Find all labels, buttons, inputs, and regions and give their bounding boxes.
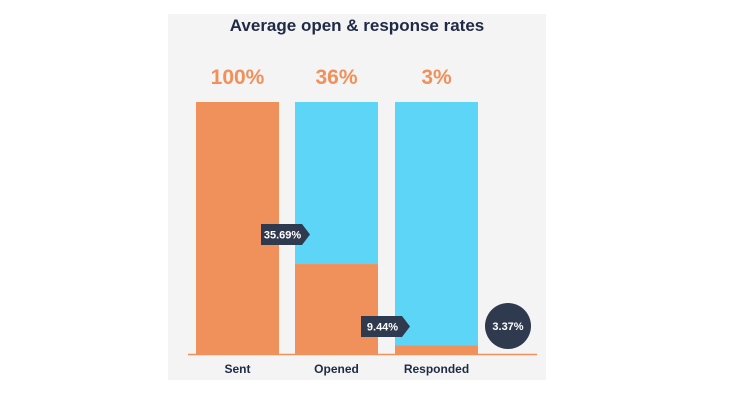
top-percent-responded: 3% [421, 66, 452, 89]
bar-opened [295, 264, 378, 354]
category-label-opened: Opened [314, 362, 359, 376]
bar-responded [395, 345, 478, 354]
bar-remainder-responded [395, 102, 478, 346]
conversion-arrows-group: 35.69% 9.44% [261, 224, 410, 337]
bars-group [196, 102, 478, 354]
overall-rate-group: 3.37% [485, 303, 531, 349]
chart-title: Average open & response rates [230, 16, 484, 35]
conversion-rate-label: 9.44% [367, 322, 398, 334]
category-label-responded: Responded [404, 362, 469, 376]
conversion-arrow-2: 9.44% [361, 316, 410, 337]
arrow-shape [361, 316, 410, 337]
top-percent-opened: 36% [315, 66, 357, 89]
category-label-sent: Sent [224, 362, 250, 376]
conversion-rate-label: 35.69% [264, 230, 302, 242]
top-percent-sent: 100% [211, 66, 265, 89]
overall-rate-label: 3.37% [492, 321, 523, 333]
bar-remainder-opened [295, 102, 378, 265]
conversion-arrow-1: 35.69% [261, 224, 310, 245]
overall-rate-circle [485, 303, 531, 349]
arrow-shape [261, 224, 310, 245]
labels-group: 100% Sent 36% Opened 3% Responded [211, 66, 470, 376]
